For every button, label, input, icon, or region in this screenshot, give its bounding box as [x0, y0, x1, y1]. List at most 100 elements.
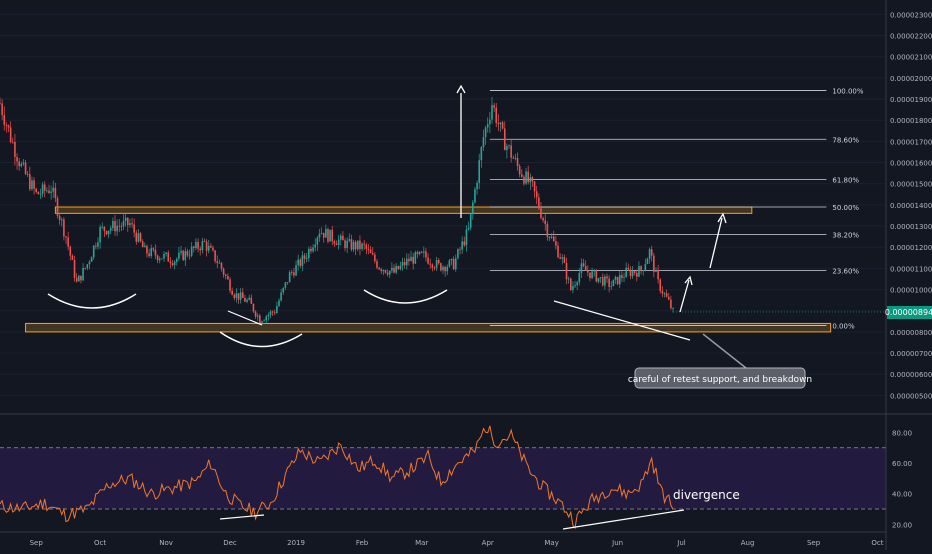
candle-body — [640, 266, 642, 271]
candle-body — [322, 232, 325, 238]
candle-body — [105, 230, 108, 235]
candle-body — [555, 241, 557, 246]
candle-body — [482, 137, 485, 148]
candle-body — [423, 251, 425, 253]
candle-body — [112, 221, 114, 229]
candle-body — [663, 293, 666, 295]
candle-body — [118, 225, 121, 227]
candle-body — [533, 181, 536, 192]
candle-body — [350, 239, 353, 250]
candle-body — [495, 107, 498, 124]
candle-body — [35, 188, 38, 192]
candle-body — [548, 236, 551, 238]
candle-body — [156, 255, 159, 261]
candle-body — [303, 255, 306, 259]
candle-body — [227, 276, 229, 280]
candle-body — [95, 245, 97, 247]
rsi-trend-line — [219, 514, 265, 520]
candle-body — [518, 166, 521, 175]
candle-body — [467, 227, 470, 230]
candle-body — [310, 248, 312, 252]
candle-body — [444, 266, 446, 272]
candle-body — [320, 232, 323, 234]
candles — [0, 96, 886, 325]
candle-body — [216, 261, 219, 263]
candle-body — [442, 266, 444, 271]
candle-body — [665, 293, 668, 297]
candle-body — [403, 261, 406, 266]
candle-body — [614, 276, 617, 280]
current-price-box — [887, 306, 932, 320]
candle-body — [508, 145, 510, 147]
candle-body — [244, 297, 246, 302]
price-tick-label: 0.00001400 — [890, 202, 932, 210]
candle-body — [433, 267, 436, 269]
candle-body — [325, 228, 327, 238]
candle-body — [412, 256, 414, 264]
fib-level-label: 100.00% — [832, 88, 863, 96]
candle-body — [521, 174, 523, 177]
candle-body — [210, 245, 212, 248]
candle-body — [171, 263, 174, 266]
candle-body — [333, 241, 336, 244]
support-resistance-zones — [25, 206, 832, 333]
candle-body — [416, 252, 419, 255]
fib-level-label: 50.00% — [832, 204, 859, 212]
candle-body — [152, 248, 155, 250]
candle-body — [133, 224, 135, 233]
candle-body — [493, 105, 495, 108]
up-arrow-head — [684, 275, 693, 286]
candle-body — [71, 255, 74, 260]
candle-body — [367, 249, 370, 250]
rsi-tick-label: 20.00 — [892, 521, 912, 529]
candle-body — [591, 271, 593, 279]
candle-body — [161, 258, 163, 260]
candle-body — [82, 267, 84, 281]
candle-body — [429, 263, 432, 265]
candle-body — [454, 258, 457, 270]
candle-body — [165, 252, 167, 254]
candle-body — [54, 187, 57, 199]
candle-body — [273, 312, 276, 314]
candle-body — [653, 255, 655, 272]
candle-body — [463, 241, 466, 246]
candle-body — [459, 249, 461, 251]
candle-body — [346, 240, 348, 249]
candle-body — [312, 247, 314, 252]
candle-body — [399, 265, 402, 270]
time-tick-label: Feb — [356, 539, 369, 547]
candle-body — [376, 261, 378, 268]
candle-body — [544, 220, 547, 225]
candle-body — [437, 260, 440, 264]
candle-body — [175, 258, 178, 262]
candle-body — [472, 202, 474, 214]
candle-body — [65, 236, 67, 238]
candle-body — [401, 261, 404, 266]
candle-body — [369, 249, 372, 254]
candle-body — [486, 124, 489, 128]
zone-rect — [25, 322, 832, 333]
candle-body — [52, 187, 55, 192]
candle-body — [489, 119, 491, 125]
candle-body — [629, 269, 632, 277]
candle-body — [491, 105, 493, 120]
candle-body — [542, 217, 544, 221]
candle-body — [16, 156, 18, 162]
candle-body — [188, 255, 191, 257]
candle-body — [440, 263, 442, 271]
candle-body — [263, 320, 265, 322]
candle-body — [201, 241, 204, 251]
candle-body — [576, 282, 578, 286]
candle-body — [563, 257, 566, 263]
time-tick-label: 2019 — [287, 539, 305, 547]
callout-pointer — [702, 333, 747, 369]
candle-body — [178, 252, 180, 259]
candle-body — [450, 258, 453, 261]
time-axis: Sep Oct Nov Dec 2019 Feb Mar Apr May Jun Jul Aug Sep… — [30, 539, 884, 547]
candle-body — [597, 277, 600, 282]
candle-body — [180, 250, 182, 253]
candle-body — [623, 277, 625, 278]
candle-body — [636, 272, 638, 277]
rsi-pane — [0, 425, 886, 530]
